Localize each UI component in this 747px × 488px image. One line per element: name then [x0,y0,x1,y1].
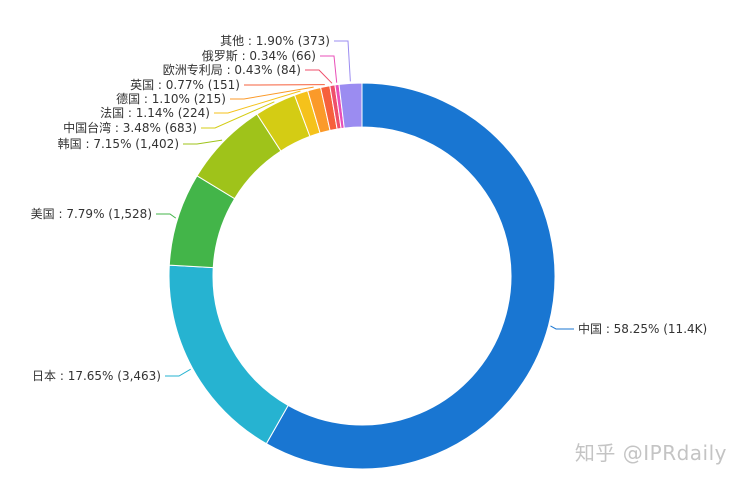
leader-line-8 [305,69,333,84]
slice-label-7: 英国 : 0.77% (151) [130,78,240,92]
slice-label-1: 日本 : 17.65% (3,463) [32,369,161,383]
slice-label-9: 俄罗斯 : 0.34% (66) [202,49,316,63]
slice-0[interactable] [265,82,556,470]
leader-line-5 [214,90,301,114]
slice-label-3: 韩国 : 7.15% (1,402) [58,136,179,151]
leader-line-9 [320,55,338,83]
leader-line-1 [165,368,191,377]
slice-label-10: 其他 : 1.90% (373) [220,34,330,48]
slice-10[interactable] [338,82,363,129]
leader-line-4 [201,101,275,129]
slice-label-5: 法国 : 1.14% (224) [100,106,210,120]
leader-line-2 [156,213,177,219]
watermark: 知乎 @IPRdaily [574,441,727,465]
leader-line-3 [183,139,223,145]
slice-1[interactable] [168,264,289,445]
slice-label-6: 德国 : 1.10% (215) [116,91,226,106]
slice-label-8: 欧洲专利局 : 0.43% (84) [163,62,301,77]
slice-label-0: 中国 : 58.25% (11.4K) [578,321,707,336]
leader-line-0 [550,325,574,330]
leader-line-10 [334,40,351,82]
slice-label-4: 中国台湾 : 3.48% (683) [63,120,197,135]
slice-label-2: 美国 : 7.79% (1,528) [31,207,152,221]
leader-line-6 [230,86,314,100]
